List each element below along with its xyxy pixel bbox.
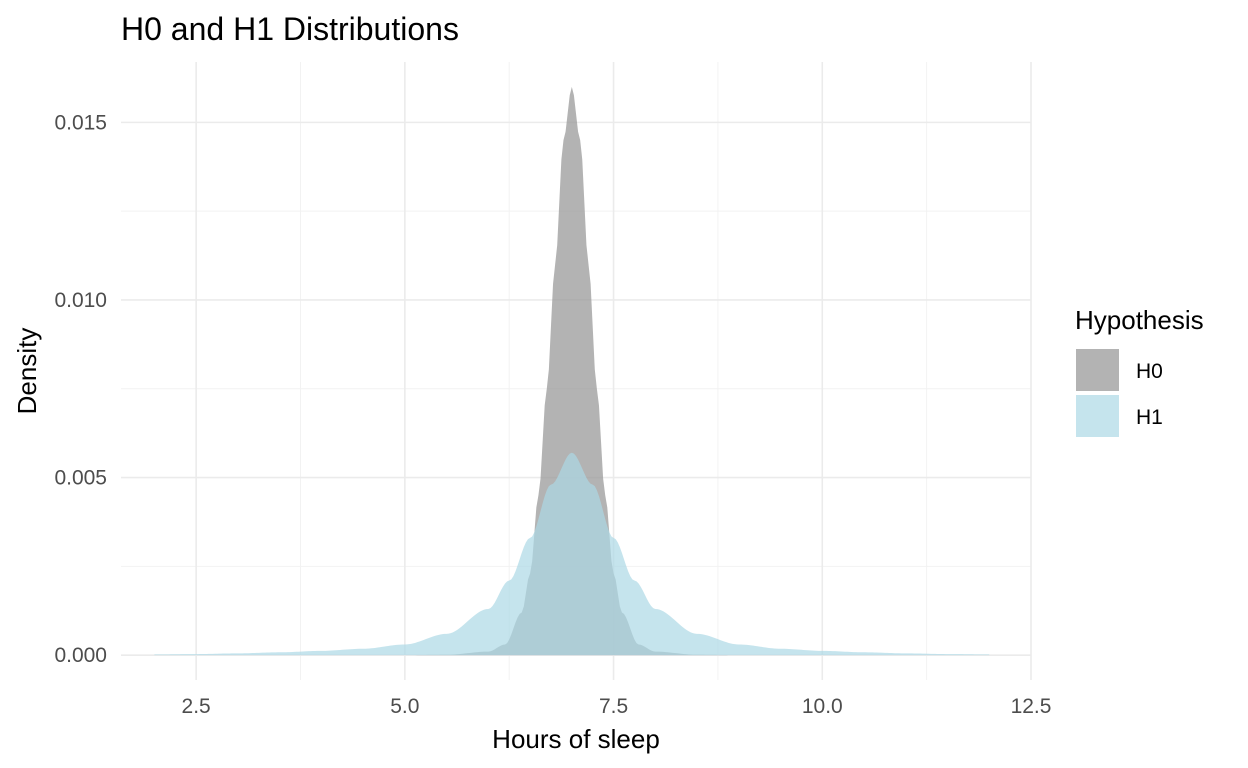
density-areas	[154, 86, 990, 656]
x-axis-title: Hours of sleep	[492, 724, 660, 754]
legend: Hypothesis H0 H1	[1075, 305, 1204, 437]
legend-swatch-h1	[1076, 395, 1119, 437]
y-tick-label: 0.005	[54, 467, 107, 490]
x-tick-label: 2.5	[182, 695, 211, 718]
legend-swatch-h0	[1076, 349, 1119, 391]
x-axis-ticks: 2.5 5.0 7.5 10.0 12.5	[182, 695, 1052, 718]
density-area-h1	[154, 452, 990, 656]
density-area-h0	[154, 86, 990, 656]
legend-label-h1: H1	[1136, 406, 1163, 429]
y-tick-label: 0.000	[54, 644, 107, 667]
y-axis-ticks: 0.000 0.005 0.010 0.015	[54, 111, 107, 667]
legend-title: Hypothesis	[1075, 305, 1204, 335]
x-tick-label: 5.0	[390, 695, 419, 718]
x-tick-label: 10.0	[802, 695, 843, 718]
x-tick-label: 12.5	[1011, 695, 1052, 718]
chart-title: H0 and H1 Distributions	[121, 11, 459, 47]
y-tick-label: 0.015	[54, 111, 107, 134]
y-axis-title: Density	[12, 328, 42, 415]
x-tick-label: 7.5	[599, 695, 628, 718]
y-tick-label: 0.010	[54, 289, 107, 312]
legend-label-h0: H0	[1136, 360, 1163, 383]
